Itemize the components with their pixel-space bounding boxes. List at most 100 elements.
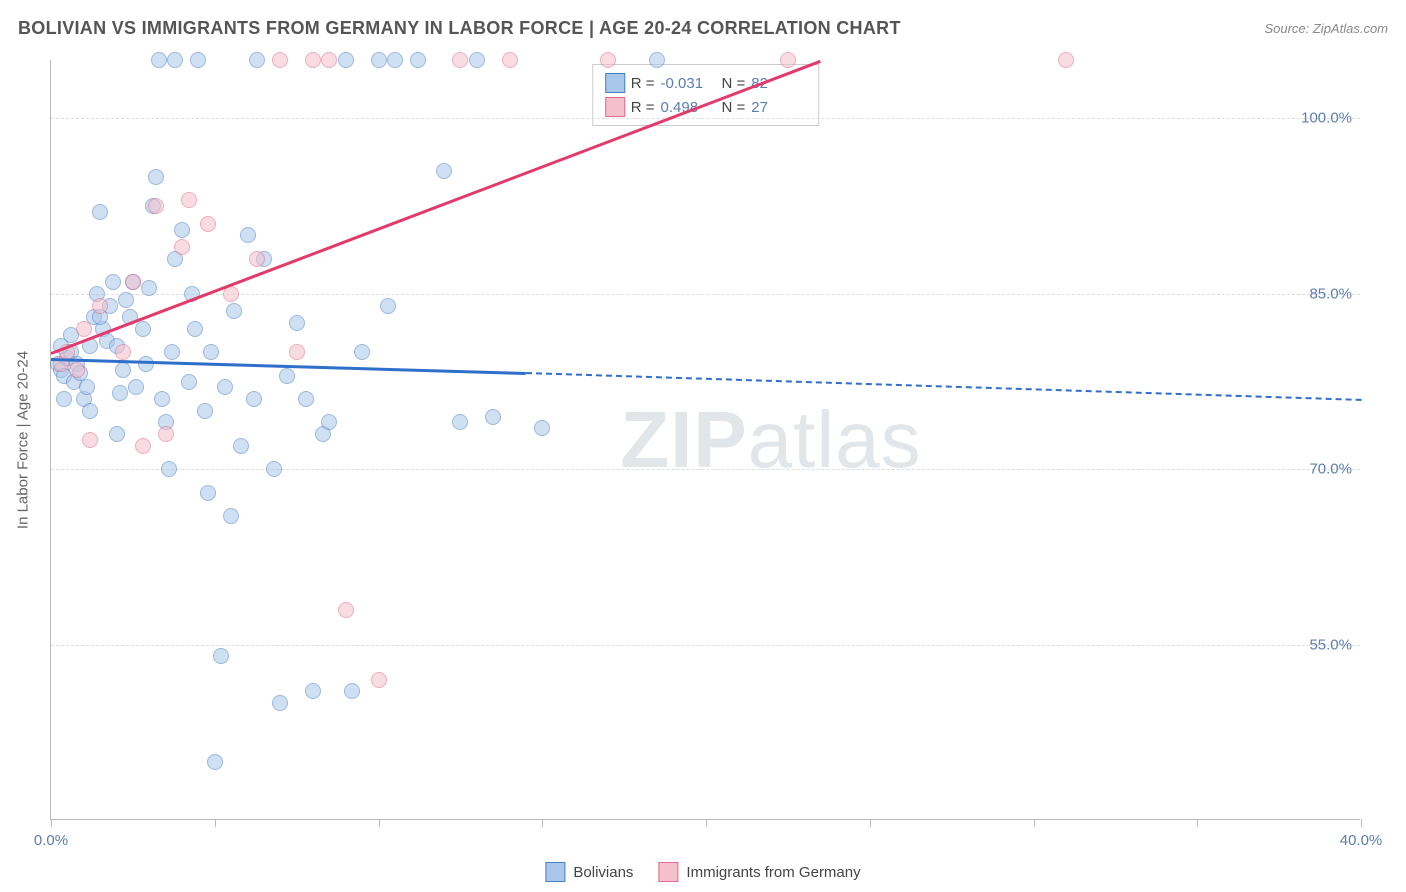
bottom-legend: Bolivians Immigrants from Germany <box>545 862 860 882</box>
x-tick-label: 0.0% <box>34 832 68 849</box>
data-point <box>135 321 151 337</box>
x-tick <box>1361 819 1362 827</box>
n-label: N = <box>722 99 746 116</box>
trend-line-dashed <box>526 372 1361 401</box>
plot-area: In Labor Force | Age 20-24 ZIPatlas R =-… <box>50 60 1360 820</box>
legend-item: Bolivians <box>545 862 633 882</box>
data-point <box>207 754 223 770</box>
data-point <box>469 52 485 68</box>
data-point <box>181 192 197 208</box>
gridline <box>51 118 1360 119</box>
data-point <box>200 485 216 501</box>
trend-line <box>50 60 821 355</box>
data-point <box>109 426 125 442</box>
r-label: R = <box>631 99 655 116</box>
data-point <box>151 52 167 68</box>
data-point <box>249 251 265 267</box>
x-tick <box>1197 819 1198 827</box>
y-axis-label: In Labor Force | Age 20-24 <box>15 350 32 528</box>
data-point <box>200 216 216 232</box>
data-point <box>344 683 360 699</box>
gridline <box>51 469 1360 470</box>
data-point <box>502 52 518 68</box>
data-point <box>1058 52 1074 68</box>
data-point <box>371 52 387 68</box>
legend-swatch <box>605 97 625 117</box>
x-tick <box>1034 819 1035 827</box>
data-point <box>203 344 219 360</box>
legend-swatch <box>605 73 625 93</box>
data-point <box>780 52 796 68</box>
data-point <box>112 385 128 401</box>
data-point <box>187 321 203 337</box>
y-tick-label: 70.0% <box>1309 461 1352 478</box>
data-point <box>69 362 85 378</box>
data-point <box>387 52 403 68</box>
data-point <box>217 379 233 395</box>
legend-item: Immigrants from Germany <box>658 862 860 882</box>
data-point <box>167 52 183 68</box>
data-point <box>380 298 396 314</box>
data-point <box>246 391 262 407</box>
data-point <box>410 52 426 68</box>
data-point <box>79 379 95 395</box>
data-point <box>289 344 305 360</box>
x-tick <box>215 819 216 827</box>
data-point <box>148 169 164 185</box>
data-point <box>354 344 370 360</box>
legend-swatch <box>658 862 678 882</box>
legend-label: Immigrants from Germany <box>686 864 860 881</box>
data-point <box>115 344 131 360</box>
data-point <box>56 391 72 407</box>
data-point <box>161 461 177 477</box>
x-tick <box>379 819 380 827</box>
data-point <box>223 508 239 524</box>
data-point <box>164 344 180 360</box>
data-point <box>181 374 197 390</box>
x-tick <box>870 819 871 827</box>
data-point <box>135 438 151 454</box>
data-point <box>190 52 206 68</box>
data-point <box>158 426 174 442</box>
data-point <box>82 432 98 448</box>
data-point <box>600 52 616 68</box>
data-point <box>92 204 108 220</box>
data-point <box>82 403 98 419</box>
data-point <box>305 52 321 68</box>
data-point <box>452 52 468 68</box>
y-tick-label: 85.0% <box>1309 285 1352 302</box>
data-point <box>266 461 282 477</box>
x-tick <box>706 819 707 827</box>
data-point <box>233 438 249 454</box>
gridline <box>51 294 1360 295</box>
data-point <box>141 280 157 296</box>
data-point <box>436 163 452 179</box>
x-tick <box>51 819 52 827</box>
data-point <box>485 409 501 425</box>
data-point <box>125 274 141 290</box>
data-point <box>128 379 144 395</box>
data-point <box>321 52 337 68</box>
data-point <box>272 695 288 711</box>
data-point <box>174 222 190 238</box>
data-point <box>76 321 92 337</box>
legend-row: R =0.498N =27 <box>605 95 807 119</box>
chart-title: BOLIVIAN VS IMMIGRANTS FROM GERMANY IN L… <box>18 18 901 39</box>
data-point <box>298 391 314 407</box>
data-point <box>321 414 337 430</box>
data-point <box>249 52 265 68</box>
y-tick-label: 55.0% <box>1309 636 1352 653</box>
r-label: R = <box>631 75 655 92</box>
data-point <box>105 274 121 290</box>
data-point <box>279 368 295 384</box>
x-tick <box>542 819 543 827</box>
data-point <box>534 420 550 436</box>
data-point <box>118 292 134 308</box>
data-point <box>289 315 305 331</box>
data-point <box>148 198 164 214</box>
data-point <box>649 52 665 68</box>
data-point <box>305 683 321 699</box>
x-tick-label: 40.0% <box>1340 832 1383 849</box>
data-point <box>371 672 387 688</box>
data-point <box>338 52 354 68</box>
